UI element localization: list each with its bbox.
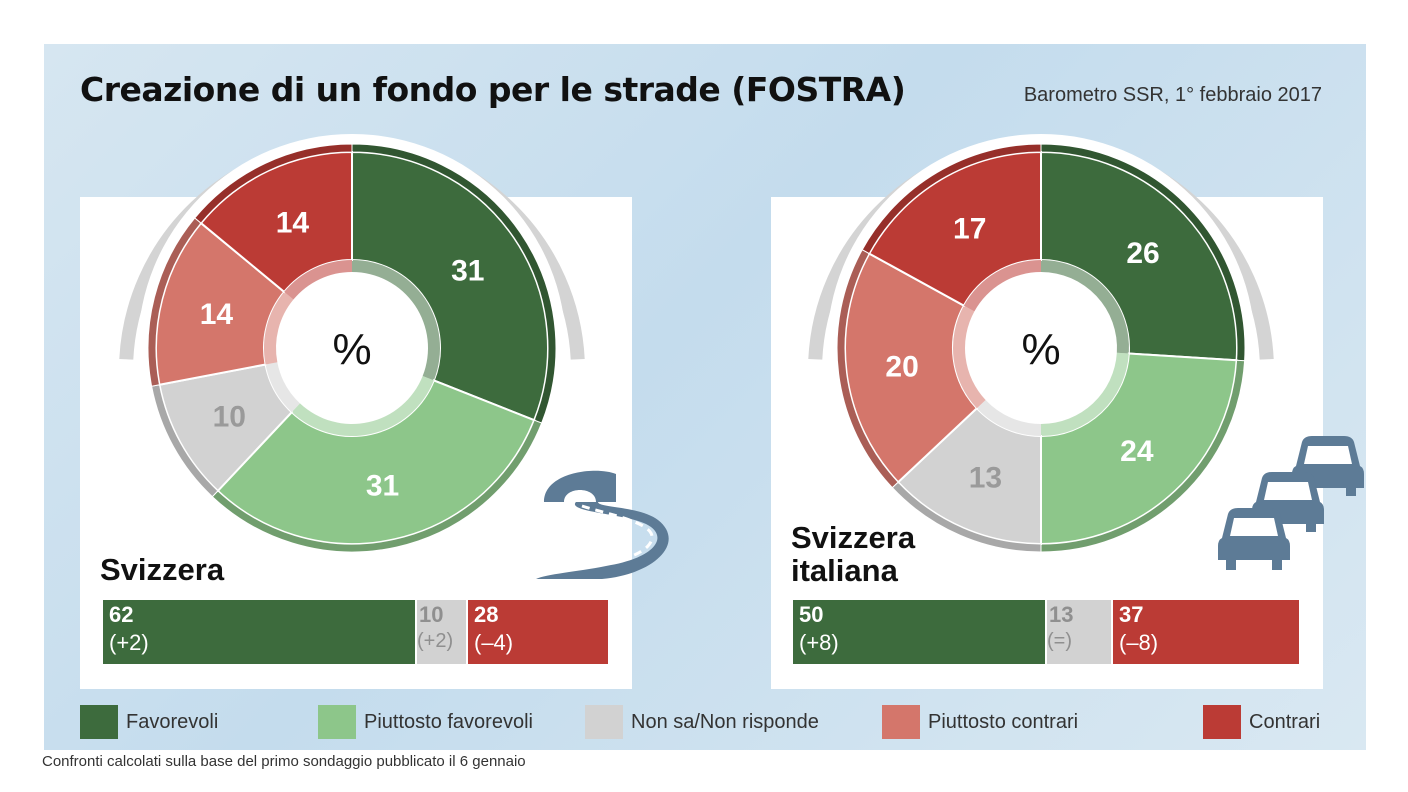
donut-slice (861, 143, 1042, 312)
legend-label: Contrari (1249, 711, 1321, 733)
slice-value-label: 31 (451, 254, 484, 287)
source-label: Barometro SSR, 1° febbraio 2017 (1023, 84, 1322, 106)
legend-swatch (80, 705, 118, 739)
summary-change: (+2) (417, 630, 454, 652)
summary-value: 13 (1049, 602, 1074, 627)
region-title-svizzera: Svizzera (100, 552, 225, 587)
slice-value-label: 31 (366, 470, 399, 503)
slice-value-label: 26 (1126, 237, 1159, 270)
legend-label: Non sa/Non risponde (631, 711, 819, 733)
summary-value: 50 (799, 602, 824, 627)
summary-bar-segment: 10 (+2) (417, 600, 466, 664)
slice-value-label: 14 (276, 206, 310, 239)
summary-change: (=) (1047, 630, 1072, 652)
legend-swatch (882, 705, 920, 739)
legend-label: Favorevoli (126, 711, 219, 733)
summary-bar-segment: 37 (–8) (1113, 600, 1299, 664)
slice-value-label: 10 (213, 400, 246, 433)
legend-swatch (318, 705, 356, 739)
summary-change: (+2) (109, 630, 149, 655)
summary-bar-segment: 13 (=) (1047, 600, 1111, 664)
summary-value: 10 (419, 602, 444, 627)
slice-value-label: 13 (969, 461, 1002, 494)
donut-slice (147, 217, 294, 387)
traffic-cars-icon (1218, 436, 1364, 570)
summary-change: (–4) (474, 630, 514, 655)
region-title-svizzera-italiana: Svizzera italiana (791, 520, 916, 588)
legend-label: Piuttosto favorevoli (364, 711, 533, 733)
donut-slice (194, 143, 353, 300)
donut-slice (1040, 143, 1246, 362)
donut-hole (967, 274, 1115, 422)
legend-swatch (585, 705, 623, 739)
legend-swatch (1203, 705, 1241, 739)
slice-value-label: 20 (885, 351, 918, 384)
summary-bar-segment: 62 (+2) (103, 600, 415, 664)
legend-label: Piuttosto contrari (928, 711, 1079, 733)
slice-value-label: 17 (953, 212, 986, 245)
center-percent-label: % (1021, 325, 1060, 374)
donut-slice (891, 400, 1042, 553)
summary-bar-segment: 50 (+8) (793, 600, 1045, 664)
center-percent-label: % (332, 325, 371, 374)
summary-change: (–8) (1119, 630, 1159, 655)
summary-change: (+8) (799, 630, 839, 655)
donut-hole (278, 274, 426, 422)
summary-bar-segment: 28 (–4) (468, 600, 608, 664)
summary-value: 37 (1119, 602, 1144, 627)
footnote: Confronti calcolati sulla base del primo… (42, 753, 526, 770)
donut-slice (211, 375, 543, 553)
winding-road-tunnel-icon (536, 470, 669, 579)
slice-value-label: 24 (1120, 435, 1154, 468)
slice-value-label: 14 (200, 298, 234, 331)
summary-value: 62 (109, 602, 134, 627)
donut-slice (1040, 352, 1246, 553)
summary-value: 28 (474, 602, 499, 627)
donut-slice (836, 249, 986, 489)
chart-title: Creazione di un fondo per le strade (FOS… (80, 70, 906, 109)
